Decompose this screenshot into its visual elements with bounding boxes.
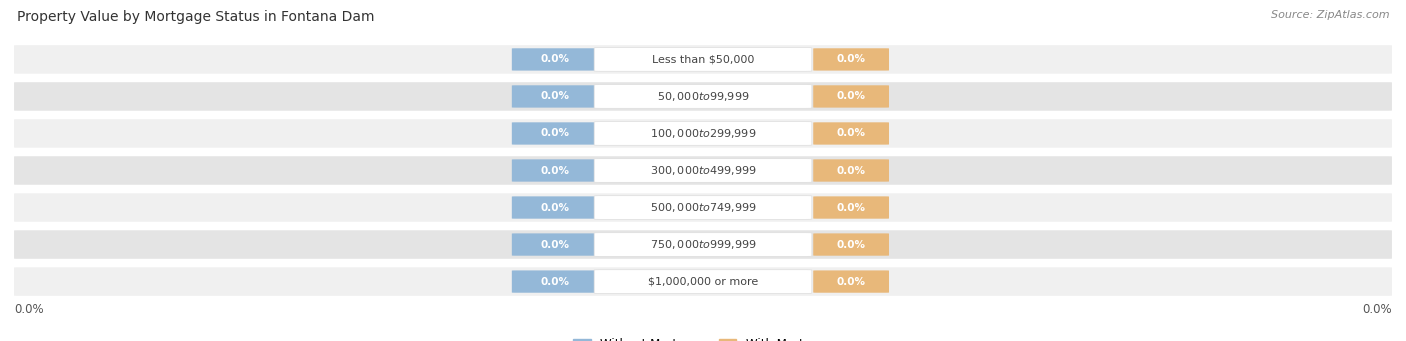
Text: 0.0%: 0.0%	[837, 129, 866, 138]
FancyBboxPatch shape	[813, 48, 889, 71]
Text: 0.0%: 0.0%	[837, 277, 866, 286]
FancyBboxPatch shape	[14, 82, 1392, 111]
FancyBboxPatch shape	[512, 48, 598, 71]
Text: $100,000 to $299,999: $100,000 to $299,999	[650, 127, 756, 140]
Text: 0.0%: 0.0%	[837, 91, 866, 102]
FancyBboxPatch shape	[14, 193, 1392, 222]
FancyBboxPatch shape	[512, 233, 598, 256]
Text: 0.0%: 0.0%	[837, 239, 866, 250]
FancyBboxPatch shape	[595, 85, 811, 108]
Text: Source: ZipAtlas.com: Source: ZipAtlas.com	[1271, 10, 1389, 20]
Text: $1,000,000 or more: $1,000,000 or more	[648, 277, 758, 286]
FancyBboxPatch shape	[595, 270, 811, 293]
FancyBboxPatch shape	[14, 45, 1392, 74]
Text: $500,000 to $749,999: $500,000 to $749,999	[650, 201, 756, 214]
FancyBboxPatch shape	[595, 159, 811, 182]
FancyBboxPatch shape	[512, 159, 598, 182]
FancyBboxPatch shape	[512, 85, 598, 108]
Text: Property Value by Mortgage Status in Fontana Dam: Property Value by Mortgage Status in Fon…	[17, 10, 374, 24]
Text: 0.0%: 0.0%	[540, 55, 569, 64]
FancyBboxPatch shape	[813, 159, 889, 182]
Text: 0.0%: 0.0%	[837, 165, 866, 176]
FancyBboxPatch shape	[813, 85, 889, 108]
Text: 0.0%: 0.0%	[1362, 303, 1392, 316]
Text: 0.0%: 0.0%	[540, 91, 569, 102]
FancyBboxPatch shape	[595, 122, 811, 145]
Text: 0.0%: 0.0%	[540, 277, 569, 286]
FancyBboxPatch shape	[595, 48, 811, 71]
Text: 0.0%: 0.0%	[540, 165, 569, 176]
Legend: Without Mortgage, With Mortgage: Without Mortgage, With Mortgage	[574, 338, 832, 341]
FancyBboxPatch shape	[14, 230, 1392, 259]
Text: $50,000 to $99,999: $50,000 to $99,999	[657, 90, 749, 103]
Text: $750,000 to $999,999: $750,000 to $999,999	[650, 238, 756, 251]
FancyBboxPatch shape	[512, 270, 598, 293]
FancyBboxPatch shape	[14, 119, 1392, 148]
Text: 0.0%: 0.0%	[540, 239, 569, 250]
FancyBboxPatch shape	[512, 122, 598, 145]
Text: 0.0%: 0.0%	[837, 55, 866, 64]
FancyBboxPatch shape	[14, 267, 1392, 296]
Text: $300,000 to $499,999: $300,000 to $499,999	[650, 164, 756, 177]
Text: 0.0%: 0.0%	[540, 129, 569, 138]
Text: 0.0%: 0.0%	[540, 203, 569, 212]
FancyBboxPatch shape	[813, 270, 889, 293]
Text: Less than $50,000: Less than $50,000	[652, 55, 754, 64]
FancyBboxPatch shape	[813, 196, 889, 219]
FancyBboxPatch shape	[595, 233, 811, 256]
Text: 0.0%: 0.0%	[837, 203, 866, 212]
FancyBboxPatch shape	[14, 156, 1392, 185]
Text: 0.0%: 0.0%	[14, 303, 44, 316]
FancyBboxPatch shape	[813, 122, 889, 145]
FancyBboxPatch shape	[595, 196, 811, 219]
FancyBboxPatch shape	[512, 196, 598, 219]
FancyBboxPatch shape	[813, 233, 889, 256]
